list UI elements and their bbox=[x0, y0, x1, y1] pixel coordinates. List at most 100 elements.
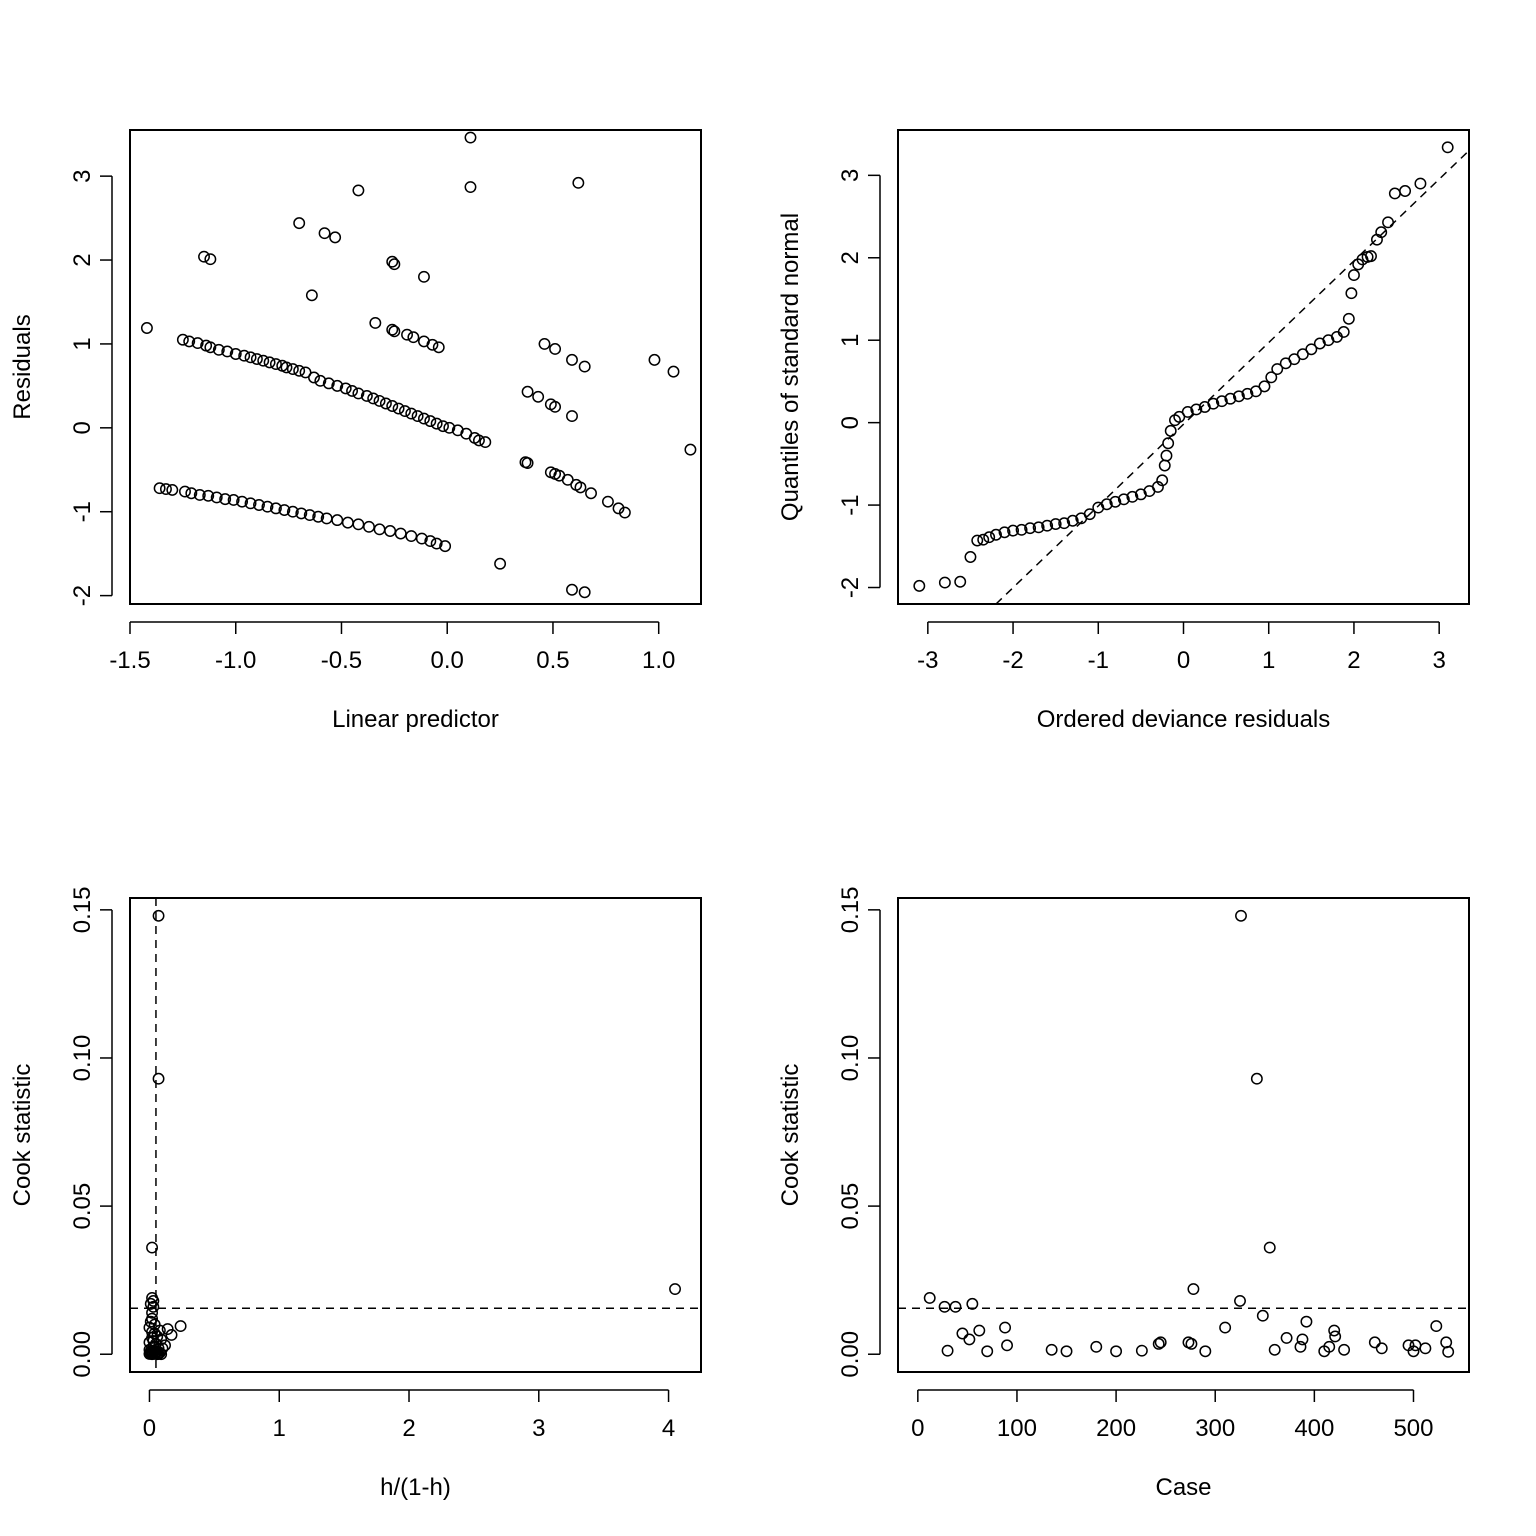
y-axis-title: Residuals bbox=[9, 314, 36, 419]
x-tick-label: 2 bbox=[1347, 647, 1360, 674]
data-point bbox=[236, 495, 249, 508]
x-tick-label: 1.0 bbox=[642, 647, 675, 674]
x-axis-title: h/(1-h) bbox=[380, 1474, 451, 1501]
x-tick-label: -1.0 bbox=[215, 647, 256, 674]
data-point bbox=[155, 1348, 168, 1361]
x-tick-label: 4 bbox=[662, 1415, 675, 1442]
data-point bbox=[1318, 1345, 1331, 1358]
data-point bbox=[1258, 380, 1271, 393]
data-point bbox=[1409, 1339, 1422, 1352]
data-point bbox=[1440, 1336, 1453, 1349]
data-point bbox=[1288, 353, 1301, 366]
data-point bbox=[140, 322, 153, 334]
data-point bbox=[286, 505, 299, 518]
data-point bbox=[322, 377, 335, 390]
data-point bbox=[1041, 519, 1054, 532]
x-tick-label: 0 bbox=[1177, 647, 1190, 674]
data-point bbox=[578, 586, 591, 599]
y-tick-label: 0.15 bbox=[69, 886, 96, 933]
x-tick-label: 1 bbox=[1262, 647, 1275, 674]
x-tick-label: 0 bbox=[911, 1415, 924, 1442]
data-point bbox=[1430, 1320, 1443, 1333]
data-point bbox=[147, 1300, 160, 1313]
x-axis-title: Case bbox=[1155, 1474, 1211, 1501]
data-point bbox=[165, 1329, 178, 1341]
data-point bbox=[146, 1348, 159, 1361]
data-point bbox=[1342, 312, 1355, 325]
data-point bbox=[618, 506, 631, 519]
data-point bbox=[183, 335, 196, 348]
data-point bbox=[152, 1072, 165, 1085]
data-point bbox=[269, 502, 282, 515]
data-point bbox=[352, 518, 365, 531]
data-point bbox=[1399, 185, 1412, 197]
data-point bbox=[151, 1348, 164, 1361]
data-point bbox=[204, 341, 217, 354]
data-point bbox=[648, 353, 661, 366]
data-point bbox=[1234, 1294, 1246, 1307]
data-point bbox=[329, 231, 342, 244]
data-point bbox=[1241, 387, 1254, 400]
data-point bbox=[612, 502, 625, 515]
x-tick-label: 3 bbox=[1432, 647, 1445, 674]
x-axis-title: Linear predictor bbox=[332, 706, 499, 733]
y-tick-label: 1 bbox=[837, 334, 864, 347]
y-tick-label: 0.15 bbox=[837, 886, 864, 933]
data-point bbox=[257, 354, 270, 367]
y-tick-label: 0.10 bbox=[837, 1035, 864, 1082]
data-point bbox=[938, 576, 951, 589]
data-point bbox=[1001, 1339, 1013, 1352]
data-point bbox=[280, 361, 293, 374]
data-point bbox=[1199, 1345, 1212, 1358]
data-point bbox=[532, 390, 545, 403]
data-point bbox=[1181, 405, 1194, 418]
data-point bbox=[1007, 524, 1020, 537]
data-point bbox=[424, 535, 437, 548]
data-point bbox=[1442, 1345, 1455, 1358]
data-point bbox=[1187, 1283, 1200, 1296]
data-point bbox=[998, 526, 1011, 539]
data-point bbox=[1066, 514, 1079, 527]
data-point bbox=[394, 527, 407, 540]
data-point bbox=[443, 421, 456, 434]
data-point bbox=[1060, 1345, 1073, 1358]
data-point bbox=[1083, 508, 1096, 521]
data-point bbox=[983, 531, 996, 544]
data-point bbox=[346, 384, 359, 397]
x-tick-label: -1 bbox=[1088, 647, 1109, 674]
data-point bbox=[144, 1297, 157, 1310]
x-tick-label: -3 bbox=[917, 647, 938, 674]
data-point bbox=[1185, 1337, 1198, 1350]
x-tick-label: 400 bbox=[1294, 1415, 1334, 1442]
data-point bbox=[566, 583, 578, 596]
data-point bbox=[432, 341, 445, 354]
data-point bbox=[185, 487, 198, 500]
plot-frame bbox=[129, 897, 702, 1373]
data-point bbox=[146, 1241, 159, 1254]
data-point bbox=[549, 343, 562, 355]
data-point bbox=[1024, 522, 1037, 535]
data-point bbox=[286, 363, 299, 376]
x-tick-label: -1.5 bbox=[109, 647, 150, 674]
data-point bbox=[981, 1345, 994, 1358]
data-point bbox=[384, 525, 397, 537]
data-point bbox=[990, 528, 1002, 541]
data-point bbox=[312, 510, 325, 523]
data-point bbox=[331, 514, 344, 527]
data-point bbox=[1190, 403, 1203, 416]
y-axis-title: Cook statistic bbox=[777, 1064, 804, 1207]
data-point bbox=[153, 482, 166, 495]
data-point bbox=[1156, 474, 1169, 487]
data-point bbox=[430, 537, 443, 550]
data-point bbox=[1135, 1344, 1148, 1357]
data-point bbox=[1328, 1324, 1341, 1337]
data-point bbox=[1338, 1343, 1351, 1356]
x-tick-label: 3 bbox=[532, 1415, 545, 1442]
data-point bbox=[464, 181, 477, 193]
data-point bbox=[193, 488, 206, 501]
data-point bbox=[303, 509, 316, 522]
data-point bbox=[938, 1300, 951, 1313]
y-tick-label: 2 bbox=[69, 253, 96, 266]
y-tick-label: 0.10 bbox=[69, 1035, 96, 1082]
y-tick-label: -1 bbox=[837, 494, 864, 515]
